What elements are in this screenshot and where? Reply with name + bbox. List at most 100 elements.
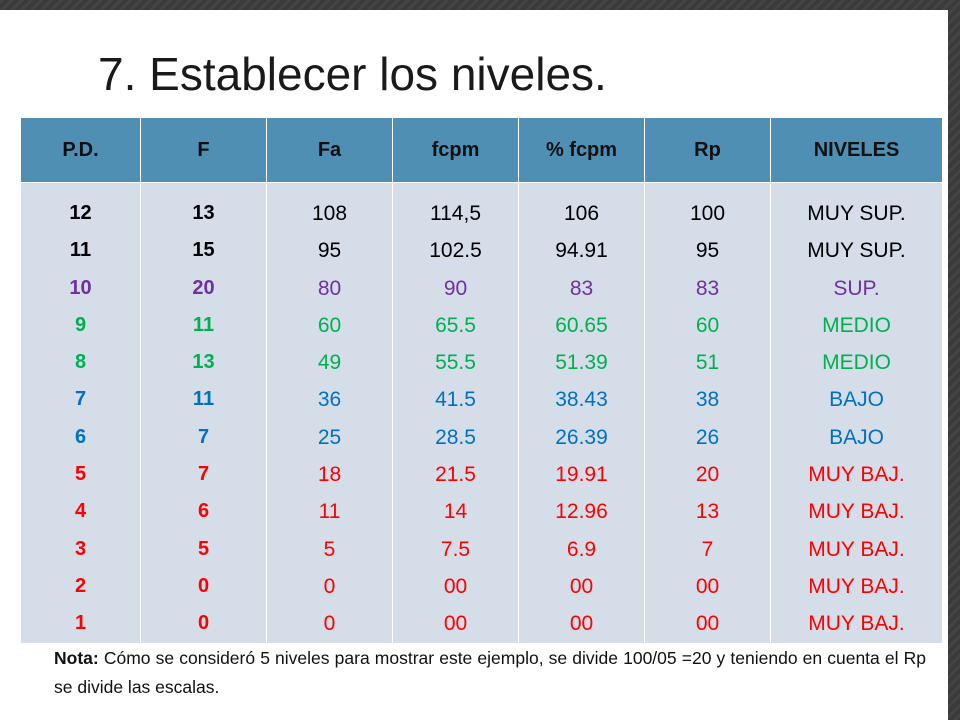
table-cell: 7 xyxy=(74,388,87,411)
footnote: Nota: Cómo se consideró 5 niveles para m… xyxy=(54,644,926,702)
header-niveles: NIVELES xyxy=(770,117,943,183)
slide-title: 7. Establecer los niveles. xyxy=(98,48,607,100)
table-cell: MUY BAJ. xyxy=(808,537,905,561)
table-cell: 18 xyxy=(317,463,342,487)
table-cell: 5 xyxy=(323,537,336,561)
column-pd: 12 11 10 9 8 7 6 5 4 3 2 1 xyxy=(20,182,141,644)
table-cell: 100 xyxy=(689,202,726,225)
table-cell: 19.91 xyxy=(555,463,608,487)
table-cell: 102.5 xyxy=(429,239,482,263)
table-cell: 11 xyxy=(192,313,215,336)
table-cell: 2 xyxy=(74,574,87,597)
table-cell: 00 xyxy=(443,612,468,636)
column-rp: 100 95 83 60 51 38 26 20 13 7 00 00 xyxy=(644,182,771,644)
table-cell: 11 xyxy=(69,239,92,262)
header-fcpm: fcpm xyxy=(392,117,519,183)
table-cell: 49 xyxy=(317,351,342,375)
table-cell: 3 xyxy=(74,537,87,560)
table-cell: 15 xyxy=(192,239,215,262)
table-cell: 7 xyxy=(197,463,210,486)
table-cell: 11 xyxy=(192,388,215,411)
table-cell: 00 xyxy=(569,574,594,598)
table-cell: 13 xyxy=(192,351,215,374)
table-cell: 8 xyxy=(74,351,87,374)
table-cell: MUY BAJ. xyxy=(808,574,905,598)
table-cell: 14 xyxy=(443,500,468,524)
table-cell: 60 xyxy=(695,313,720,337)
table-cell: 6.9 xyxy=(566,537,597,561)
header-fa: Fa xyxy=(266,117,393,183)
table-cell: 80 xyxy=(317,276,342,300)
table-cell: 00 xyxy=(695,612,720,636)
table-cell: 0 xyxy=(323,612,336,636)
table-cell: 106 xyxy=(563,202,600,225)
table-body-row: 12 11 10 9 8 7 6 5 4 3 2 1 13 15 20 11 13 11 7 7 6 5 0 0 108 95… xyxy=(20,182,943,644)
levels-table: P.D. F Fa fcpm % fcpm Rp NIVELES 12 11 10 9… xyxy=(20,117,943,644)
table-cell: 0 xyxy=(323,574,336,598)
table-cell: 00 xyxy=(695,574,720,598)
table-cell: MUY BAJ. xyxy=(808,463,905,487)
table-cell: 55.5 xyxy=(435,351,476,375)
table-cell: 95 xyxy=(695,239,720,263)
table-cell: 6 xyxy=(197,500,210,523)
table-cell: MUY SUP. xyxy=(807,202,906,225)
column-niveles: MUY SUP. MUY SUP. SUP. MEDIO MEDIO BAJO BAJO MU… xyxy=(770,182,943,644)
table-cell: 5 xyxy=(74,463,87,486)
column-pct-fcpm: 106 94.91 83 60.65 51.39 38.43 26.39 19.91 12.96… xyxy=(518,182,645,644)
table-cell: 26.39 xyxy=(555,425,608,449)
table-cell: 65.5 xyxy=(435,313,476,337)
table-cell: 90 xyxy=(443,276,468,300)
table-cell: 7 xyxy=(197,425,210,448)
table-header-row: P.D. F Fa fcpm % fcpm Rp NIVELES xyxy=(20,117,943,183)
header-f: F xyxy=(140,117,267,183)
table-cell: 12 xyxy=(69,202,92,224)
table-cell: 20 xyxy=(695,463,720,487)
table-cell: 11 xyxy=(318,500,341,524)
table-cell: 25 xyxy=(317,425,342,449)
column-f: 13 15 20 11 13 11 7 7 6 5 0 0 xyxy=(140,182,267,644)
table-cell: 20 xyxy=(192,276,215,299)
table-cell: 7.5 xyxy=(440,537,471,561)
table-cell: 28.5 xyxy=(435,425,476,449)
table-cell: 7 xyxy=(701,537,714,561)
header-pd: P.D. xyxy=(20,117,141,183)
table-cell: 10 xyxy=(69,276,92,299)
table-cell: 0 xyxy=(197,612,210,635)
table-cell: 41.5 xyxy=(435,388,476,412)
table-cell: 5 xyxy=(197,537,210,560)
table-cell: MEDIO xyxy=(822,313,891,337)
table-cell: 1 xyxy=(74,612,87,635)
table-cell: MEDIO xyxy=(822,351,891,375)
table-cell: BAJO xyxy=(829,388,884,412)
table-cell: 83 xyxy=(569,276,594,300)
table-cell: 36 xyxy=(317,388,342,412)
table-cell: MUY BAJ. xyxy=(808,612,905,636)
table-cell: 114,5 xyxy=(430,202,481,225)
table-cell: 00 xyxy=(569,612,594,636)
table-cell: 51 xyxy=(695,351,720,375)
table-cell: 4 xyxy=(74,500,87,523)
table-cell: 94.91 xyxy=(555,239,608,263)
table-cell: 13 xyxy=(192,202,215,224)
table-cell: MUY SUP. xyxy=(807,239,906,263)
column-fa: 108 95 80 60 49 36 25 18 11 5 0 0 xyxy=(266,182,393,644)
table-cell: 0 xyxy=(197,574,210,597)
table-cell: 60 xyxy=(317,313,342,337)
table-cell: 83 xyxy=(695,276,720,300)
table-cell: MUY BAJ. xyxy=(808,500,905,524)
table-cell: 38.43 xyxy=(555,388,608,412)
table-cell: 12.96 xyxy=(555,500,608,524)
table-cell: 60.65 xyxy=(555,313,608,337)
table-cell: 21.5 xyxy=(435,463,476,487)
table-cell: SUP. xyxy=(833,276,880,300)
table-cell: 26 xyxy=(695,425,720,449)
table-cell: 00 xyxy=(443,574,468,598)
table-cell: 38 xyxy=(695,388,720,412)
table-cell: 13 xyxy=(695,500,720,524)
column-fcpm: 114,5 102.5 90 65.5 55.5 41.5 28.5 21.5 14 7.5 00 0… xyxy=(392,182,519,644)
header-rp: Rp xyxy=(644,117,771,183)
table-cell: 6 xyxy=(74,425,87,448)
table-cell: 51.39 xyxy=(555,351,608,375)
table-cell: BAJO xyxy=(829,425,884,449)
table-cell: 95 xyxy=(317,239,342,263)
